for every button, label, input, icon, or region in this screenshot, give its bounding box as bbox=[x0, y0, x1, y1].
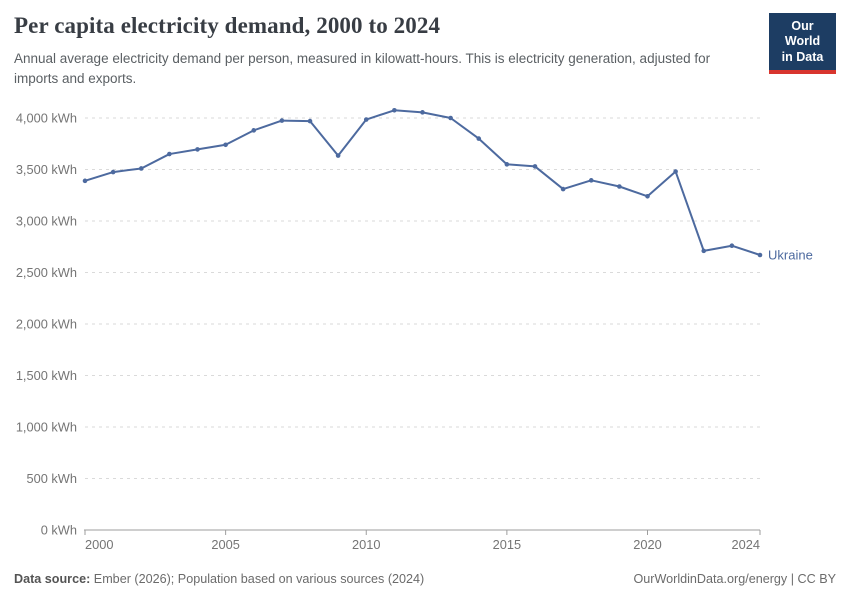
page-title: Per capita electricity demand, 2000 to 2… bbox=[14, 13, 441, 38]
data-point bbox=[82, 178, 88, 184]
y-tick-label: 500 kWh bbox=[26, 471, 77, 486]
data-point bbox=[757, 252, 763, 258]
x-tick-label: 2010 bbox=[352, 537, 380, 552]
data-source-text: Ember (2026); Population based on variou… bbox=[90, 572, 425, 586]
data-point bbox=[560, 186, 566, 192]
y-tick-label: 4,000 kWh bbox=[16, 110, 77, 125]
y-tick-label: 2,500 kWh bbox=[16, 265, 77, 280]
data-point bbox=[279, 118, 285, 123]
data-point bbox=[307, 118, 313, 124]
x-tick-label: 2020 bbox=[633, 537, 661, 552]
owid-logo-line1: Our World bbox=[784, 19, 821, 49]
x-tick-label: 2005 bbox=[211, 537, 239, 552]
x-tick-label: 2000 bbox=[85, 537, 113, 552]
chart-footer: Data source: Ember (2026); Population ba… bbox=[14, 572, 836, 586]
chart-subtitle: Annual average electricity demand per pe… bbox=[14, 50, 711, 86]
data-source-label: Data source: bbox=[14, 572, 91, 586]
data-point bbox=[729, 243, 735, 249]
data-point bbox=[335, 153, 341, 158]
series-label: Ukraine bbox=[768, 247, 813, 262]
data-point bbox=[392, 107, 397, 113]
y-tick-label: 1,500 kWh bbox=[16, 368, 77, 383]
owid-logo-line2: in Data bbox=[781, 49, 824, 64]
x-tick-label: 2024 bbox=[732, 537, 760, 552]
x-tick-label: 2015 bbox=[493, 537, 521, 552]
data-point bbox=[251, 128, 257, 133]
data-point bbox=[363, 117, 369, 122]
data-point bbox=[110, 169, 116, 175]
data-point bbox=[588, 178, 594, 183]
data-point bbox=[476, 136, 482, 141]
data-point bbox=[701, 248, 707, 254]
data-point bbox=[673, 169, 678, 174]
data-point bbox=[138, 166, 144, 171]
owid-credit-link[interactable]: OurWorldinData.org/energy | CC BY bbox=[633, 572, 836, 586]
data-point bbox=[617, 184, 622, 189]
data-point bbox=[504, 162, 510, 167]
y-tick-label: 0 kWh bbox=[41, 522, 77, 537]
data-point bbox=[420, 110, 425, 115]
data-point bbox=[532, 164, 538, 169]
y-tick-label: 1,000 kWh bbox=[16, 419, 77, 434]
data-point bbox=[223, 142, 228, 148]
y-tick-label: 3,500 kWh bbox=[16, 162, 77, 177]
series-line bbox=[84, 109, 761, 256]
data-point bbox=[645, 193, 650, 199]
data-point bbox=[448, 115, 453, 121]
data-point bbox=[195, 147, 200, 152]
data-point bbox=[167, 151, 172, 157]
y-tick-label: 2,000 kWh bbox=[16, 316, 77, 331]
owid-logo[interactable]: Our World in Data bbox=[769, 13, 836, 74]
chart-header: Per capita electricity demand, 2000 to 2… bbox=[14, 12, 836, 89]
y-tick-label: 3,000 kWh bbox=[16, 213, 77, 228]
data-source-note: Data source: Ember (2026); Population ba… bbox=[14, 572, 424, 586]
